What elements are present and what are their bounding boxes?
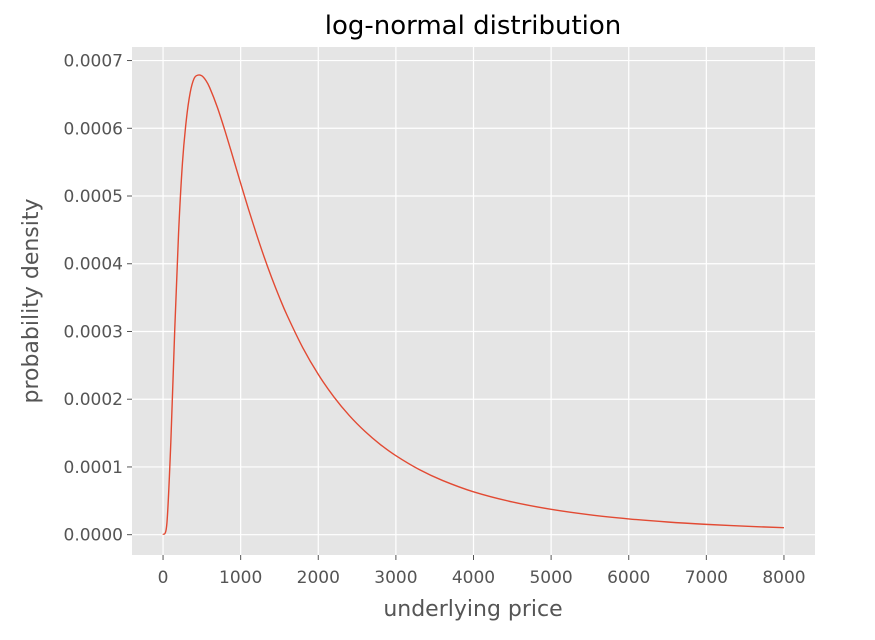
x-tick-label: 6000 bbox=[607, 568, 650, 588]
y-ticks: 0.0000 0.0001 0.0002 0.0003 0.0004 0.0005 0.00… bbox=[64, 52, 132, 546]
y-tick-label: 0.0000 bbox=[64, 526, 123, 546]
x-grid bbox=[162, 47, 785, 555]
x-tick-label: 7000 bbox=[685, 568, 728, 588]
y-tick-label: 0.0001 bbox=[64, 458, 123, 478]
y-tick-label: 0.0003 bbox=[64, 322, 123, 342]
x-ticks: 0 1000 2000 3000 4000 5000 6000 7000 8000 bbox=[158, 555, 806, 588]
x-tick-label: 2000 bbox=[297, 568, 340, 588]
x-axis-label: underlying price bbox=[383, 597, 562, 622]
series-line bbox=[162, 74, 784, 536]
y-grid bbox=[132, 59, 815, 536]
x-tick-label: 1000 bbox=[219, 568, 262, 588]
y-axis-label: probability density bbox=[19, 198, 44, 403]
x-tick-label: 5000 bbox=[529, 568, 572, 588]
chart-title: log-normal distribution bbox=[325, 11, 622, 41]
y-tick-label: 0.0006 bbox=[64, 119, 123, 139]
x-tick-label: 3000 bbox=[374, 568, 417, 588]
x-tick-label: 0 bbox=[158, 568, 169, 588]
y-tick-label: 0.0002 bbox=[64, 390, 123, 410]
x-tick-label: 8000 bbox=[762, 568, 805, 588]
y-tick-label: 0.0005 bbox=[64, 187, 123, 207]
x-tick-label: 4000 bbox=[452, 568, 495, 588]
y-tick-label: 0.0004 bbox=[64, 255, 123, 275]
series-layer bbox=[162, 74, 784, 536]
y-tick-label: 0.0007 bbox=[64, 52, 123, 72]
